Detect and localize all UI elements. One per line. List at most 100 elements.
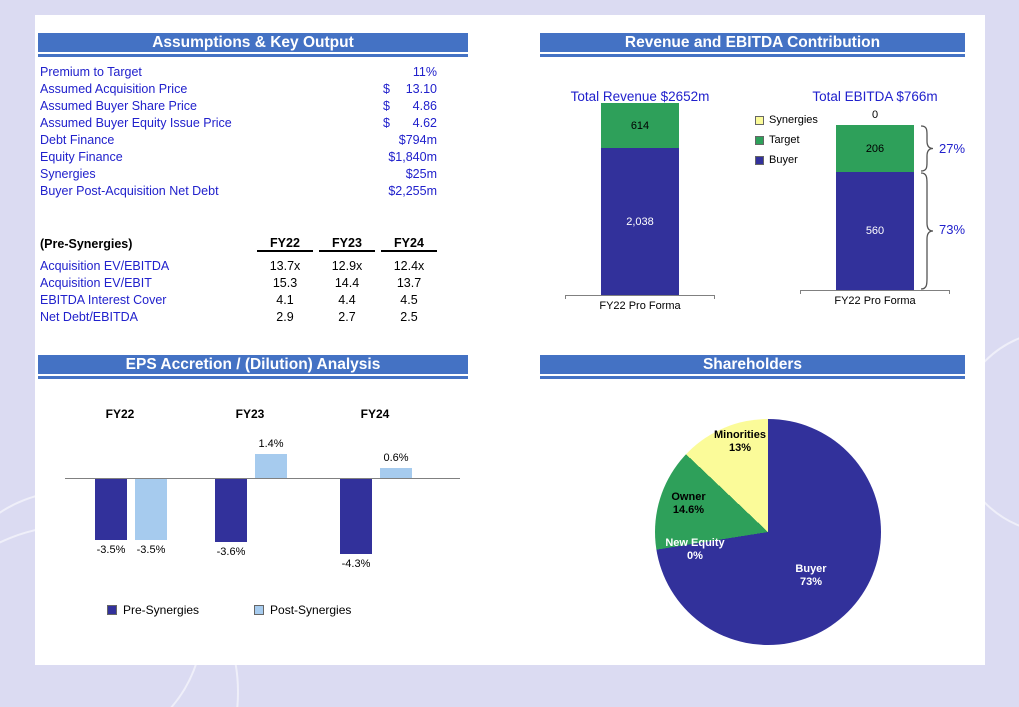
assumption-label: Assumed Acquisition Price xyxy=(40,81,188,96)
slice-name: Owner xyxy=(671,491,706,503)
slice-name: New Equity xyxy=(665,537,725,549)
assumption-value: 4.86 xyxy=(412,98,437,113)
shareholders-pie-chart xyxy=(655,419,881,645)
metric-label: Acquisition EV/EBIT xyxy=(40,275,152,290)
metric-value: 4.1 xyxy=(276,292,294,307)
metric-value: 2.9 xyxy=(276,309,294,324)
ebitda-x-axis xyxy=(800,290,950,294)
pie-label-minorities: Minorities 13% xyxy=(701,429,779,455)
metric-value: 14.4 xyxy=(334,275,360,290)
assumption-currency: $ xyxy=(383,81,390,96)
contribution-legend: Synergies Target Buyer xyxy=(755,110,818,170)
metric-value: 15.3 xyxy=(272,275,298,290)
assumption-value: $2,255m xyxy=(388,183,437,198)
assumption-row: Equity Finance $1,840m xyxy=(40,148,437,165)
legend-label: Target xyxy=(769,134,800,146)
metric-value: 4.4 xyxy=(338,292,356,307)
eps-group-label-fy22: FY22 xyxy=(105,407,135,421)
assumption-label: Debt Finance xyxy=(40,132,115,147)
assumption-label: Assumed Buyer Share Price xyxy=(40,98,198,113)
buyer-brace-icon xyxy=(920,172,934,290)
table-row: Net Debt/EBITDA 2.9 2.7 2.5 xyxy=(40,308,437,325)
metric-value: 2.5 xyxy=(400,309,418,324)
ebitda-target-segment: 206 xyxy=(836,125,914,172)
eps-bar-fy23-post xyxy=(255,454,287,478)
legend-item-pre-synergies: Pre-Synergies xyxy=(107,603,199,617)
eps-value-fy24-pre: -4.3% xyxy=(341,558,371,570)
eps-title-bar: EPS Accretion / (Dilution) Analysis xyxy=(38,355,468,379)
revenue-buyer-value: 2,038 xyxy=(626,215,654,228)
assumption-label: Synergies xyxy=(40,166,96,181)
ebitda-buyer-percent: 73% xyxy=(939,222,966,237)
pie-label-owner: Owner 14.6% xyxy=(651,491,726,517)
legend-label: Buyer xyxy=(769,154,798,166)
assumption-row: Premium to Target 11% xyxy=(40,63,437,80)
slice-name: Minorities xyxy=(714,429,766,441)
synergies-swatch-icon xyxy=(755,115,764,125)
assumption-row: Assumed Acquisition Price $13.10 xyxy=(40,80,437,97)
table-row: Acquisition EV/EBIT 15.3 14.4 13.7 xyxy=(40,274,437,291)
legend-label: Pre-Synergies xyxy=(123,603,200,617)
eps-value-fy23-pre: -3.6% xyxy=(216,546,246,558)
dashboard-card: Assumptions & Key Output Premium to Targ… xyxy=(35,15,985,665)
pre-synergies-swatch-icon xyxy=(107,605,117,615)
assumption-value: $25m xyxy=(405,166,437,181)
ebitda-x-label: FY22 Pro Forma xyxy=(834,295,916,307)
column-header-fy23: FY23 xyxy=(319,236,375,252)
eps-value-fy22-pre: -3.5% xyxy=(96,544,126,556)
eps-group-label-fy24: FY24 xyxy=(360,407,390,421)
legend-item-target: Target xyxy=(755,130,818,150)
ebitda-target-percent: 27% xyxy=(939,141,966,156)
slice-percent: 73% xyxy=(799,576,823,588)
assumption-currency: $ xyxy=(383,98,390,113)
revenue-x-axis xyxy=(565,295,715,299)
slice-percent: 14.6% xyxy=(672,504,705,516)
eps-value-fy24-post: 0.6% xyxy=(383,452,409,464)
eps-legend: Pre-Synergies Post-Synergies xyxy=(107,603,351,617)
column-header-fy22: FY22 xyxy=(257,236,313,252)
target-swatch-icon xyxy=(755,135,764,145)
table-row: Acquisition EV/EBITDA 13.7x 12.9x 12.4x xyxy=(40,257,437,274)
pie-label-new-equity: New Equity 0% xyxy=(655,537,735,563)
slice-percent: 13% xyxy=(728,442,752,454)
eps-bar-fy24-post xyxy=(380,468,412,478)
revenue-x-label: FY22 Pro Forma xyxy=(599,300,681,312)
legend-label: Post-Synergies xyxy=(270,603,352,617)
eps-value-fy23-post: 1.4% xyxy=(258,438,284,450)
eps-bar-fy23-pre xyxy=(215,479,247,542)
contribution-title: Revenue and EBITDA Contribution xyxy=(624,34,881,51)
metric-value: 13.7x xyxy=(269,258,301,273)
legend-label: Synergies xyxy=(769,114,818,126)
pre-synergies-table: (Pre-Synergies) FY22 FY23 FY24 Acquisiti… xyxy=(40,235,437,325)
assumption-label: Buyer Post-Acquisition Net Debt xyxy=(40,183,219,198)
metric-value: 12.4x xyxy=(393,258,425,273)
assumption-value: 11% xyxy=(412,64,437,79)
pre-synergies-header-row: (Pre-Synergies) FY22 FY23 FY24 xyxy=(40,235,437,252)
ebitda-synergies-value: 0 xyxy=(871,109,879,121)
pie-label-buyer: Buyer 73% xyxy=(772,563,850,589)
assumptions-title-bar: Assumptions & Key Output xyxy=(38,33,468,57)
buyer-swatch-icon xyxy=(755,155,764,165)
assumption-row: Debt Finance $794m xyxy=(40,131,437,148)
ebitda-buyer-segment: 560 xyxy=(836,172,914,290)
slice-name: Buyer xyxy=(795,563,827,575)
assumption-row: Assumed Buyer Equity Issue Price $4.62 xyxy=(40,114,437,131)
column-header-fy24: FY24 xyxy=(381,236,437,252)
table-row: EBITDA Interest Cover 4.1 4.4 4.5 xyxy=(40,291,437,308)
assumption-value: $794m xyxy=(398,132,437,147)
eps-title: EPS Accretion / (Dilution) Analysis xyxy=(125,356,381,373)
metric-label: EBITDA Interest Cover xyxy=(40,292,167,307)
contribution-title-bar: Revenue and EBITDA Contribution xyxy=(540,33,965,57)
metric-value: 12.9x xyxy=(331,258,363,273)
ebitda-chart-title: Total EBITDA $766m xyxy=(812,89,938,104)
assumption-row: Synergies $25m xyxy=(40,165,437,182)
eps-value-fy22-post: -3.5% xyxy=(136,544,166,556)
assumption-row: Buyer Post-Acquisition Net Debt $2,255m xyxy=(40,182,437,199)
revenue-target-segment: 614 xyxy=(601,103,679,148)
assumption-currency: $ xyxy=(383,115,390,130)
legend-item-buyer: Buyer xyxy=(755,150,818,170)
legend-item-post-synergies: Post-Synergies xyxy=(254,603,351,617)
revenue-buyer-segment: 2,038 xyxy=(601,148,679,295)
assumption-value: 13.10 xyxy=(405,81,437,96)
